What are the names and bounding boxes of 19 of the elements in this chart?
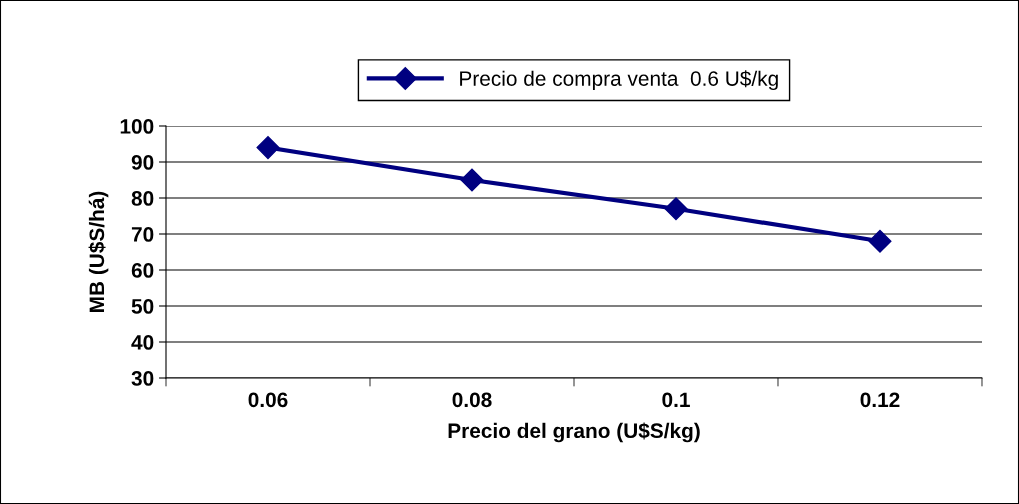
x-tick-label: 0.08: [452, 392, 492, 408]
x-tick-label: 0.12: [860, 392, 900, 408]
y-axis-title: MB (U$S/há): [88, 191, 109, 312]
point: [868, 229, 892, 253]
y-tick-label: 30: [131, 371, 154, 386]
point: [256, 136, 280, 160]
y-tick-label: 100: [120, 119, 154, 134]
y-tick-label: 90: [131, 155, 154, 170]
point: [460, 168, 484, 192]
point: [664, 197, 688, 221]
x-axis-title: Precio del grano (U$S/kg): [448, 422, 700, 443]
x-tick-label: 0.1: [662, 392, 690, 408]
legend-label: Precio de compra venta 0.6 U$/kg: [460, 70, 778, 91]
y-tick-label: 60: [131, 263, 154, 278]
y-tick-label: 40: [131, 335, 154, 350]
x-tick-label: 0.06: [248, 392, 288, 408]
y-tick-label: 70: [131, 227, 154, 242]
y-tick-label: 80: [131, 191, 154, 206]
y-tick-label: 50: [131, 299, 154, 314]
